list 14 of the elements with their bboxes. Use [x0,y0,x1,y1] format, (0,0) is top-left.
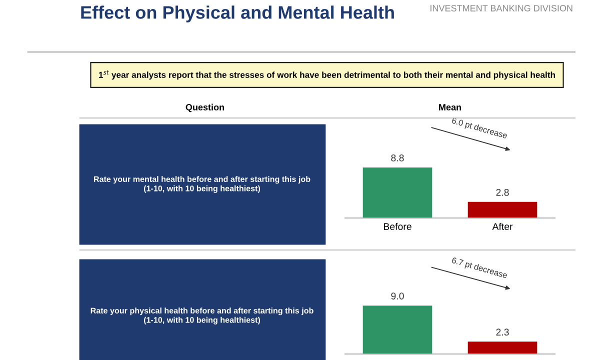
text: Rate your mental health before and after starting this job (1-10, with 10 being healthiest) [94,176,310,193]
text: 6.7 pt decrease [451,256,508,280]
text: Question [186,104,224,112]
data-label: 9.0 [391,292,404,300]
data-label: 8.8 [391,154,404,162]
chart-title: Effect on Physical and Mental Health [81,6,394,22]
text: Rate your physical health before and after starting this job (1-10, with 10 being healthiest) [90,308,314,324]
text: 1$^{st}$ year analysts report that the stresses of work have been detrimental to both their mental and physical health [99,70,556,80]
x-tick-label: After [492,222,513,230]
text: INVESTMENT BANKING DIVISION [430,5,572,12]
x-tick-label: Before [384,222,412,230]
data-label: 2.3 [496,328,509,336]
data-label: 2.8 [496,188,509,196]
text: Mean [439,104,461,110]
